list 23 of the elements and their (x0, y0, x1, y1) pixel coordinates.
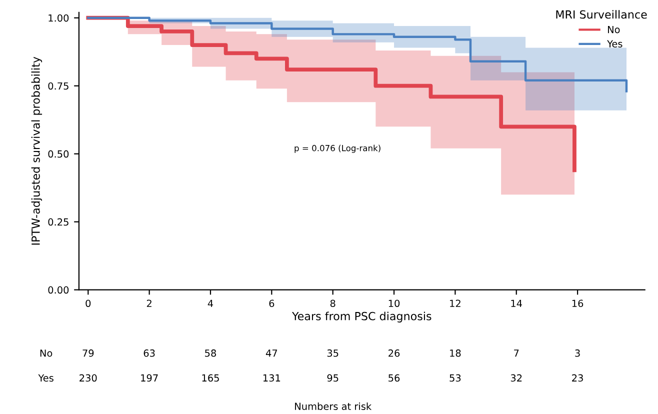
legend-label: No (608, 26, 620, 34)
x-axis-title: Years from PSC diagnosis (292, 312, 432, 322)
x-tick-label: 14 (511, 300, 522, 307)
legend-title: MRI Surveillance (556, 10, 647, 19)
legend-label: Yes (607, 40, 622, 48)
x-tick-label: 2 (146, 300, 152, 307)
y-tick-label: 0.50 (48, 150, 69, 158)
x-tick-label: 0 (86, 300, 91, 308)
text: Numbers at risk (295, 402, 372, 410)
y-tick-label: 0.00 (48, 286, 69, 294)
y-tick-label: 1.00 (48, 14, 69, 22)
text: No 79 63 58 47 35 26 18 7 3 (40, 349, 580, 357)
x-tick-label: 6 (269, 300, 274, 308)
text: Yes 230 197 165 131 95 56 53 32 23 (38, 374, 583, 382)
x-tick-label: 10 (388, 300, 400, 308)
x-tick-label: 12 (450, 300, 460, 307)
x-tick-label: 8 (330, 300, 336, 308)
x-tick-label: 4 (208, 300, 214, 307)
y-tick-label: 0.75 (48, 82, 68, 90)
y-axis-title: IPTW-adjusted survival probability (31, 56, 42, 245)
y-tick-label: 0.25 (48, 218, 68, 226)
x-tick-label: 16 (572, 300, 584, 308)
annotation: p = 0.076 (Log-rank) (294, 144, 380, 153)
